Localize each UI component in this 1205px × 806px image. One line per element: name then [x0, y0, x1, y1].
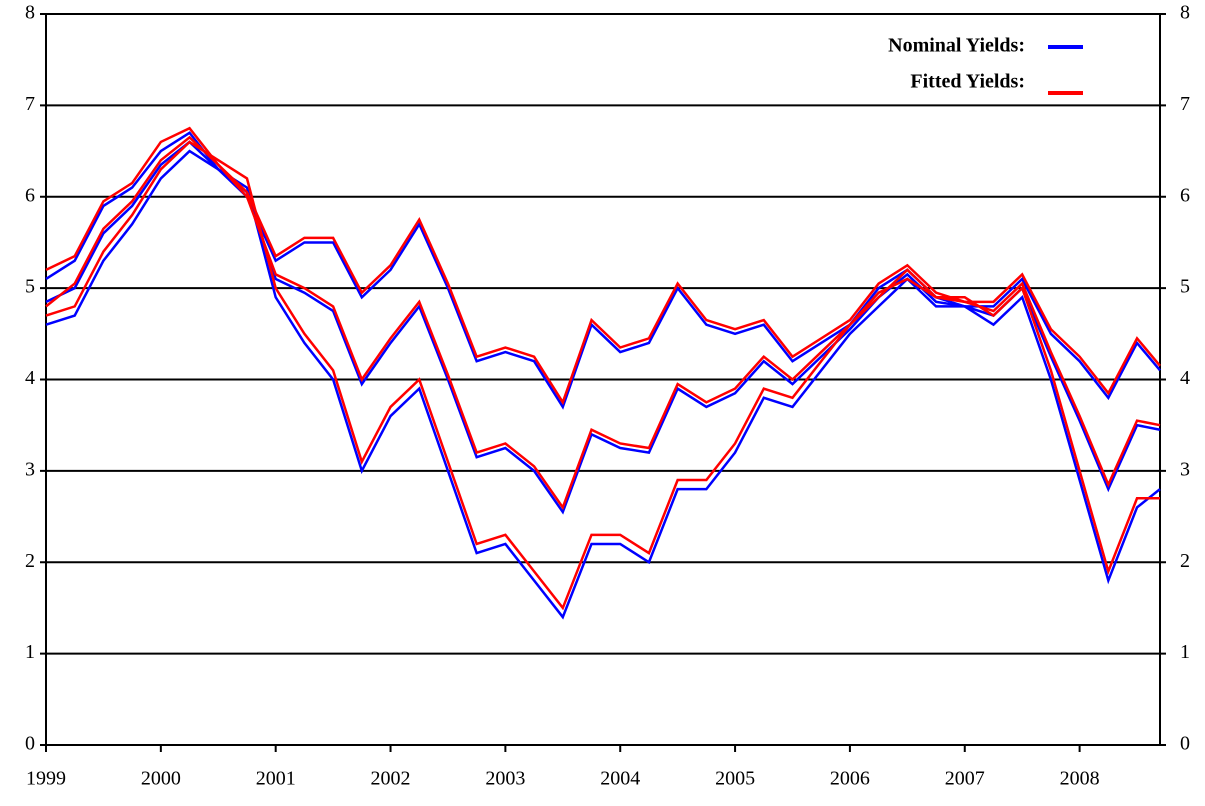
- x-tick-label: 2001: [256, 768, 296, 790]
- y2-tick-label: 0: [1180, 733, 1190, 755]
- x-tick-label: 2008: [1060, 768, 1100, 790]
- y-tick-label: 6: [25, 184, 35, 206]
- x-tick-label: 2004: [600, 768, 640, 790]
- y-tick-label: 8: [25, 2, 35, 24]
- y-tick-label: 1: [25, 641, 35, 663]
- y2-tick-label: 7: [1180, 93, 1190, 115]
- y-tick-label: 3: [25, 458, 35, 480]
- y-tick-label: 0: [25, 733, 35, 755]
- y-tick-label: 5: [25, 276, 35, 298]
- legend-label: Nominal Yields:: [888, 35, 1025, 57]
- y-tick-label: 2: [25, 550, 35, 572]
- y2-tick-label: 4: [1180, 367, 1190, 389]
- y2-tick-label: 1: [1180, 641, 1190, 663]
- x-tick-label: 2006: [830, 768, 870, 790]
- y2-tick-label: 6: [1180, 184, 1190, 206]
- x-tick-label: 2003: [485, 768, 525, 790]
- x-tick-label: 2007: [945, 768, 985, 790]
- y-tick-label: 4: [25, 367, 35, 389]
- x-tick-label: 2000: [141, 768, 181, 790]
- yield-line: [45, 131, 1161, 410]
- y2-tick-label: 3: [1180, 458, 1190, 480]
- yield-line: [45, 135, 1161, 511]
- legend-label: Fitted Yields:: [910, 71, 1025, 93]
- yield-line: [45, 126, 1161, 406]
- yield-line: [45, 140, 1160, 611]
- x-tick-label: 2005: [715, 768, 755, 790]
- x-tick-label: 2002: [371, 768, 411, 790]
- y2-tick-label: 5: [1180, 276, 1190, 298]
- y2-tick-label: 2: [1180, 550, 1190, 572]
- y-tick-label: 7: [25, 93, 35, 115]
- yield-line: [45, 149, 1161, 620]
- x-tick-label: 1999: [26, 768, 66, 790]
- y2-tick-label: 8: [1180, 2, 1190, 24]
